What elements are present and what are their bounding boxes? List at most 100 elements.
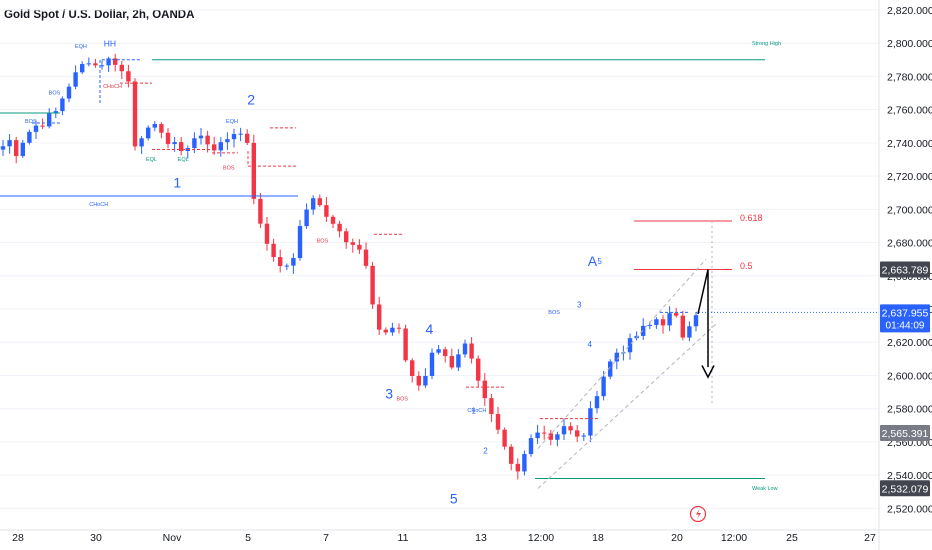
annotation-label: EQH — [75, 44, 87, 50]
candle-body — [641, 326, 645, 336]
candle-body — [219, 142, 223, 150]
candle-body — [575, 430, 579, 436]
candle-body — [568, 426, 572, 430]
candle-body — [47, 113, 51, 126]
candle-body — [93, 63, 97, 65]
candle-body — [80, 64, 84, 72]
annotation-label: BOS — [396, 396, 408, 402]
price-tag-label: 2,637.955 — [882, 307, 929, 319]
annotation-label: CHoCH — [103, 84, 122, 90]
annotation-label: CHoCH — [467, 408, 486, 414]
candle-body — [588, 408, 592, 435]
lightning-bolt-icon — [696, 509, 701, 519]
candle-body — [529, 438, 533, 454]
candle-body — [40, 126, 44, 127]
wave-label: 3 — [577, 300, 582, 309]
price-tick-label: 2,740.000 — [887, 138, 932, 150]
price-tick-label: 2,720.000 — [887, 171, 932, 183]
time-tick-label: 5 — [245, 532, 251, 544]
candle-body — [331, 217, 335, 224]
candle-body — [311, 198, 315, 209]
annotation-label: EQH — [226, 119, 238, 125]
wave-label: 2 — [247, 92, 255, 108]
annotation-label: BOS — [49, 91, 61, 97]
candle-body — [159, 124, 163, 133]
annotation-label: EQL — [178, 157, 189, 163]
annotation-label: 0.5 — [740, 261, 753, 271]
candle-body — [595, 396, 599, 408]
candle-body — [344, 231, 348, 242]
candle-body — [146, 128, 150, 139]
candle-body — [542, 433, 546, 434]
candle-body — [14, 140, 18, 156]
candle-body — [172, 142, 176, 144]
time-tick-label: 30 — [90, 532, 102, 544]
candle-body — [628, 338, 632, 352]
candle-body — [661, 319, 665, 325]
candle-body — [694, 315, 698, 326]
candle-body — [681, 316, 685, 338]
candle-body — [199, 136, 203, 139]
candle-body — [436, 349, 440, 352]
price-tick-label: 2,780.000 — [887, 71, 932, 83]
candle-body — [417, 376, 421, 385]
annotation-label: BOS — [548, 310, 560, 316]
channel-upper — [538, 259, 706, 448]
candle-body — [496, 414, 500, 430]
time-tick-label: 13 — [475, 532, 487, 544]
candle-body — [120, 65, 124, 71]
candle-body — [271, 244, 275, 257]
price-tag-label: 2,532.079 — [882, 483, 929, 495]
annotation-label: Strong High — [752, 41, 781, 47]
candle-body — [232, 134, 236, 139]
candle-body — [1, 146, 5, 149]
wave-label: 1 — [471, 407, 476, 416]
candle-body — [337, 224, 341, 232]
candle-body — [351, 242, 355, 245]
candle-body — [87, 63, 91, 64]
candle-body — [27, 132, 31, 143]
price-tick-label: 2,760.000 — [887, 105, 932, 117]
candle-body — [258, 199, 262, 224]
wave-label: 4 — [588, 340, 593, 349]
candle-body — [318, 198, 322, 205]
wave-label: 2 — [483, 447, 488, 456]
candle-body — [463, 344, 467, 355]
candle-body — [324, 205, 328, 217]
candle-body — [450, 356, 454, 367]
candle-body — [384, 330, 388, 333]
time-tick-label: Nov — [163, 532, 182, 544]
price-tag-label: 2,663.789 — [882, 264, 929, 276]
candle-body — [615, 353, 619, 362]
candle-body — [516, 464, 520, 472]
candle-body — [509, 447, 513, 464]
wave-label: 1 — [173, 175, 181, 191]
candle-body — [304, 210, 308, 227]
price-tag-label: 2,565.391 — [882, 428, 929, 440]
candle-body — [582, 436, 586, 437]
time-tick-label: 12:00 — [528, 532, 554, 544]
candle-body — [364, 250, 368, 266]
time-tick-label: 25 — [786, 532, 798, 544]
candle-body — [238, 134, 242, 135]
candle-body — [357, 245, 361, 250]
wave-label: 5 — [597, 257, 602, 266]
candle-body — [667, 313, 671, 325]
price-tick-label: 2,620.000 — [887, 337, 932, 349]
candle-body — [153, 124, 157, 128]
candle-body — [291, 258, 295, 266]
candle-body — [489, 398, 493, 414]
candle-body — [397, 328, 401, 329]
time-tick-label: 7 — [323, 532, 329, 544]
candle-body — [469, 344, 473, 359]
candle-body — [522, 454, 526, 471]
candle-body — [298, 226, 302, 258]
candle-body — [166, 133, 170, 144]
annotation-label: BOS — [317, 239, 329, 245]
candle-body — [562, 426, 566, 434]
annotation-label: HH — [104, 39, 116, 49]
candle-body — [34, 126, 38, 132]
price-tick-label: 2,820.000 — [887, 5, 932, 17]
